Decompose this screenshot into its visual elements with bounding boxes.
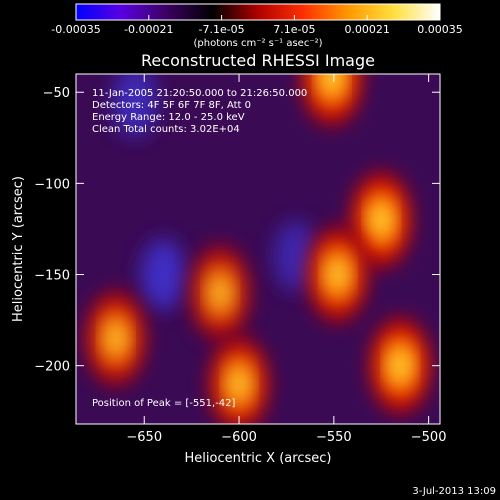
annotation-time-range: 11-Jan-2005 21:20:50.000 to 21:26:50.000 (92, 88, 307, 99)
bright-source-core (371, 203, 392, 236)
annotation-detectors: Detectors: 4F 5F 6F 7F 8F, Att 0 (92, 100, 251, 111)
x-tick-label: −500 (411, 430, 447, 445)
colorbar-tick-label: 0.00035 (417, 23, 463, 36)
bright-source-core (229, 367, 250, 400)
colorbar-unit-label: (photons cm⁻² s⁻¹ asec⁻²) (193, 38, 322, 49)
colorbar-tick-label: -0.00021 (124, 23, 173, 36)
y-tick-label: −150 (34, 269, 70, 284)
annotation-method: Clean Total counts: 3.02E+04 (92, 124, 240, 135)
y-tick-label: −50 (43, 86, 70, 101)
plot-frame (75, 73, 441, 425)
dark-source (273, 221, 318, 292)
bright-source-core (321, 74, 342, 94)
footer-timestamp: 3-Jul-2013 13:09 (412, 486, 496, 497)
dark-source (141, 239, 186, 310)
colorbar-tick-label: -7.1e-05 (198, 23, 244, 36)
bright-source-core (327, 258, 348, 291)
colorbar-tick-label: -0.00035 (51, 23, 100, 36)
x-tick-label: −650 (126, 430, 162, 445)
annotation-energy: Energy Range: 12.0 - 25.0 keV (92, 112, 245, 123)
chart-title: Reconstructed RHESSI Image (141, 51, 375, 70)
y-axis-label: Heliocentric Y (arcsec) (11, 176, 26, 322)
y-tick-label: −100 (34, 177, 70, 192)
colorbar (75, 3, 441, 21)
bright-source-core (390, 349, 411, 382)
x-tick-label: −550 (316, 430, 352, 445)
annotation-peak: Position of Peak = [-551,-42] (92, 398, 236, 409)
colorbar-tick-label: 0.00021 (344, 23, 390, 36)
bright-source-core (105, 322, 126, 355)
heatmap-layer (85, 74, 431, 424)
x-axis-label: Heliocentric X (arcsec) (185, 451, 332, 466)
y-tick-label: −200 (34, 360, 70, 375)
x-tick-label: −600 (221, 430, 257, 445)
bright-source-core (210, 276, 231, 309)
dark-source (112, 74, 157, 137)
colorbar-tick-label: 7.1e-05 (273, 23, 315, 36)
